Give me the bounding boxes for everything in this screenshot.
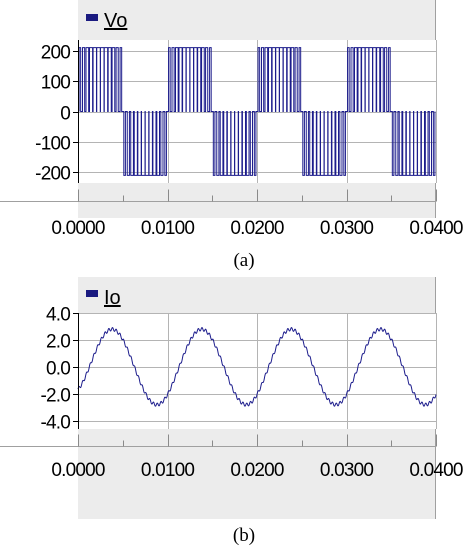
series-vo-line bbox=[78, 47, 436, 176]
chart-io: Io 4.02.00.0-2.0-4.0 0.0000 0.0100 0.0200 0… bbox=[0, 277, 464, 546]
x-tick-label: 0.0100 bbox=[141, 460, 195, 481]
y-ticks: 200 100 0 -100 -200 bbox=[35, 43, 78, 185]
y-tick-label: 0 bbox=[60, 104, 70, 125]
legend-marker bbox=[86, 290, 98, 297]
x-tick-label: 0.0100 bbox=[141, 218, 195, 239]
y-tick-label: 2.0 bbox=[46, 332, 70, 353]
x-tick-label: 0.0400 bbox=[409, 460, 463, 481]
y-tick-label: 4.0 bbox=[46, 305, 70, 326]
y-tick-label: 0.0 bbox=[46, 359, 70, 380]
y-tick-label: 200 bbox=[41, 43, 71, 64]
x-tick-label: 0.0300 bbox=[320, 218, 374, 239]
x-ticks: 0.0000 0.0100 0.0200 0.0300 0.0400 bbox=[51, 434, 464, 481]
caption-b: (b) bbox=[233, 525, 255, 546]
x-tick-label: 0.0000 bbox=[51, 460, 105, 481]
legend-marker bbox=[86, 14, 98, 21]
grid bbox=[78, 313, 437, 429]
y-tick-label: -100 bbox=[35, 134, 70, 155]
legend-label: Io bbox=[104, 287, 121, 309]
y-ticks: 4.0 2.0 0.0 -2.0 -4.0 bbox=[40, 305, 78, 434]
x-tick-label: 0.0000 bbox=[51, 218, 105, 239]
x-tick-label: 0.0200 bbox=[230, 460, 284, 481]
x-tick-label: 0.0200 bbox=[230, 218, 284, 239]
y-tick-label: 100 bbox=[41, 73, 71, 94]
y-tick-label: -200 bbox=[35, 164, 70, 185]
caption-a: (a) bbox=[233, 250, 254, 271]
y-tick-label: -2.0 bbox=[40, 386, 70, 407]
y-tick-label: -4.0 bbox=[40, 413, 70, 434]
x-ticks: 0.0000 0.0100 0.0200 0.0300 0.0400 bbox=[51, 189, 464, 239]
series-io-line bbox=[77, 327, 437, 407]
legend-label: Vo bbox=[104, 10, 127, 32]
x-tick-label: 0.0400 bbox=[409, 218, 463, 239]
x-tick-label: 0.0300 bbox=[320, 460, 374, 481]
